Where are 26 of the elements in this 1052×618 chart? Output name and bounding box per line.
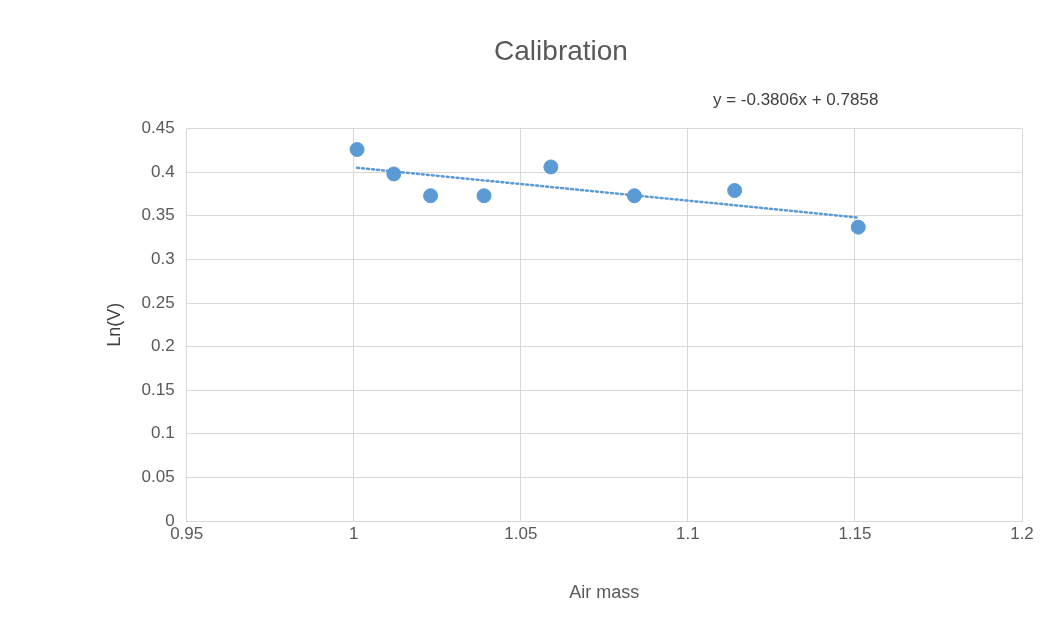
x-tick-label: 1.2 [1010,523,1034,543]
x-tick-label: 1.05 [504,523,538,543]
y-tick-label: 0.05 [141,467,175,487]
point [386,166,402,182]
point [626,188,642,204]
point [543,159,559,175]
y-tick-label: 0.25 [141,292,175,312]
y-tick-label: 0.1 [151,423,175,443]
y-tick-label: 0.4 [151,161,175,181]
y-tick-label: 0.2 [151,336,175,356]
x-tick-label: 1.1 [676,523,700,543]
chart-title: Calibration [494,34,628,66]
y-tick-label: 0.45 [141,118,175,138]
x-tick-label: 1.15 [838,523,872,543]
text: y = -0.3806x + 0.7858 [712,90,879,110]
point [476,188,492,204]
y-tick-label: 0.15 [141,379,175,399]
point [850,219,866,235]
x-axis-title: Air mass [569,582,640,603]
point [727,183,743,199]
point [349,142,365,158]
y-tick-label: 0.35 [141,205,175,225]
x-tick-label: 1 [349,523,359,543]
y-axis-title: Ln(V) [103,302,124,347]
point [423,188,439,204]
y-tick-label: 0.3 [151,249,175,269]
